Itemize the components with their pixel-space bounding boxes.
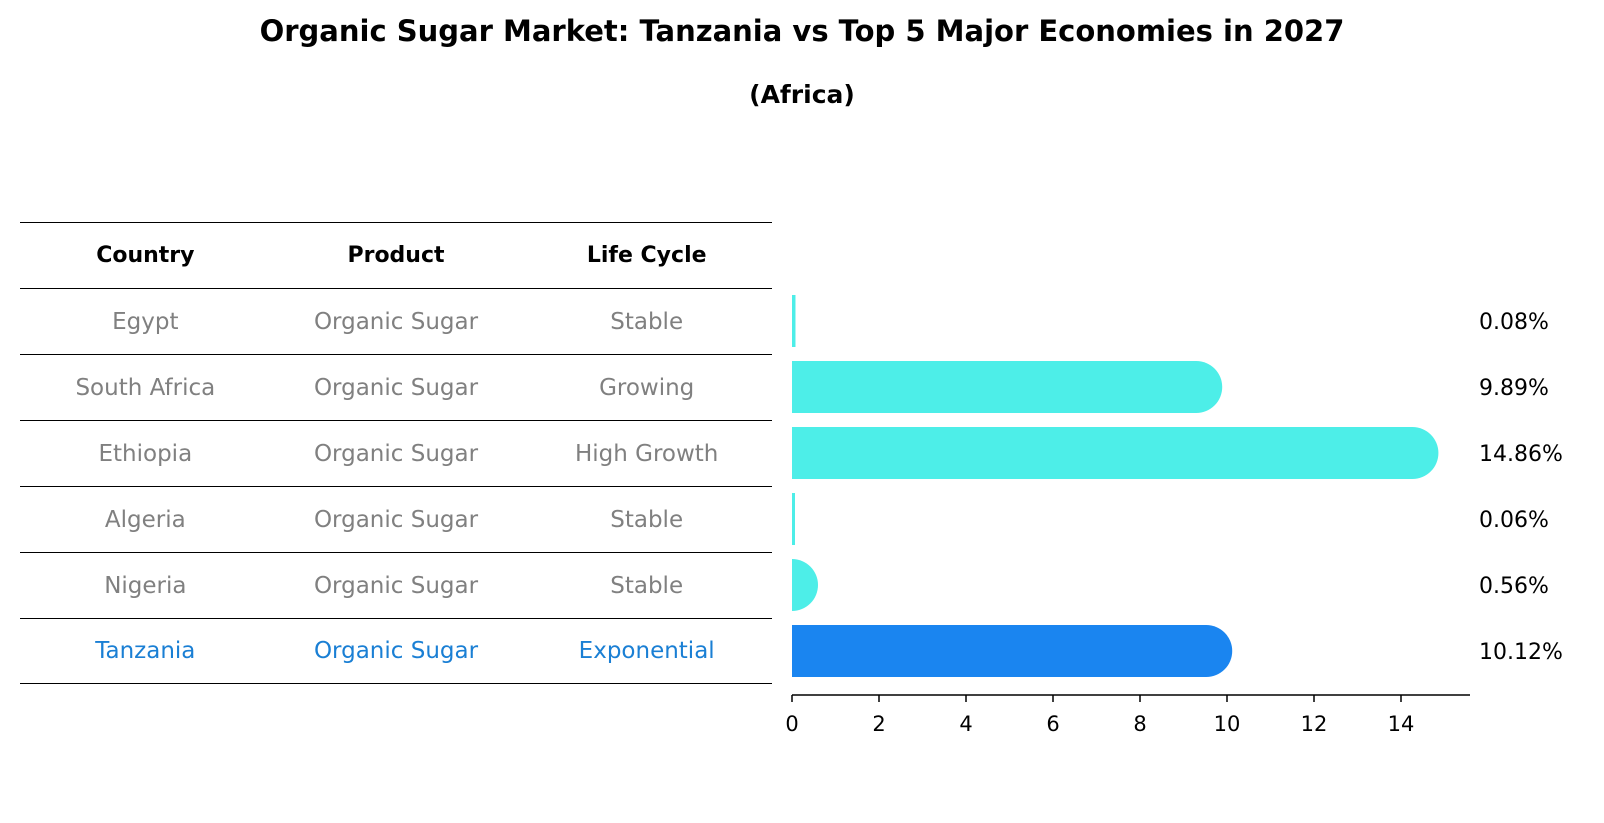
x-tick-label-6: 6 [1046, 712, 1059, 736]
bar-tanzania [792, 625, 1233, 677]
cell-product: Organic Sugar [313, 374, 479, 401]
bar-nigeria [792, 559, 818, 611]
x-tick-label-14: 14 [1388, 712, 1415, 736]
header-country: Country [96, 243, 195, 268]
cell-country: Egypt [112, 308, 179, 335]
value-label-tanzania: 10.12% [1479, 640, 1563, 665]
cell-life-cycle: Stable [610, 506, 684, 533]
cell-life-cycle: Stable [610, 308, 684, 335]
cell-country: Nigeria [104, 572, 187, 599]
x-tick-label-10: 10 [1214, 712, 1241, 736]
cell-life-cycle: Stable [610, 572, 684, 599]
x-tick-label-4: 4 [959, 712, 972, 736]
value-label-egypt: 0.08% [1479, 310, 1549, 335]
cell-product: Organic Sugar [313, 308, 479, 335]
table-row-egypt: Egypt Organic Sugar Stable [20, 288, 772, 354]
table-row-tanzania: Tanzania Organic Sugar Exponential [20, 618, 772, 684]
x-tick-label-2: 2 [872, 712, 885, 736]
cell-product: Organic Sugar [313, 440, 479, 467]
header-product: Product [347, 243, 445, 268]
cell-country: Algeria [104, 506, 186, 533]
data-table: Country Product Life Cycle Egypt Organic… [20, 222, 772, 684]
cell-country: Ethiopia [98, 440, 193, 467]
bar-algeria [792, 493, 795, 545]
cell-country: South Africa [75, 374, 216, 401]
value-label-nigeria: 0.56% [1479, 574, 1549, 599]
table-row-nigeria: Nigeria Organic Sugar Stable [20, 552, 772, 618]
cell-life-cycle: Growing [599, 374, 695, 401]
chart-title: Organic Sugar Market: Tanzania vs Top 5 … [259, 14, 1345, 48]
cell-country: Tanzania [95, 638, 196, 664]
bar-ethiopia [791, 427, 1439, 479]
table-row-south-africa: South Africa Organic Sugar Growing [20, 354, 772, 420]
table-row-algeria: Algeria Organic Sugar Stable [20, 486, 772, 552]
cell-life-cycle: Exponential [578, 638, 715, 664]
cell-product: Organic Sugar [313, 572, 479, 599]
x-tick-label-0: 0 [785, 712, 798, 736]
bar-egypt [792, 295, 796, 347]
x-tick-label-12: 12 [1301, 712, 1328, 736]
bar-south-africa [792, 361, 1223, 413]
x-tick-label-8: 8 [1133, 712, 1146, 736]
value-label-south-africa: 9.89% [1479, 376, 1549, 401]
cell-product: Organic Sugar [313, 506, 479, 533]
cell-product: Organic Sugar [313, 638, 479, 664]
table-row-ethiopia: Ethiopia Organic Sugar High Growth [20, 420, 772, 486]
chart-subtitle: (Africa) [749, 80, 855, 109]
cell-life-cycle: High Growth [574, 440, 719, 467]
value-label-algeria: 0.06% [1479, 508, 1549, 533]
header-life-cycle: Life Cycle [586, 243, 707, 268]
table-header-row: Country Product Life Cycle [20, 222, 772, 288]
value-label-ethiopia: 14.86% [1479, 442, 1563, 467]
